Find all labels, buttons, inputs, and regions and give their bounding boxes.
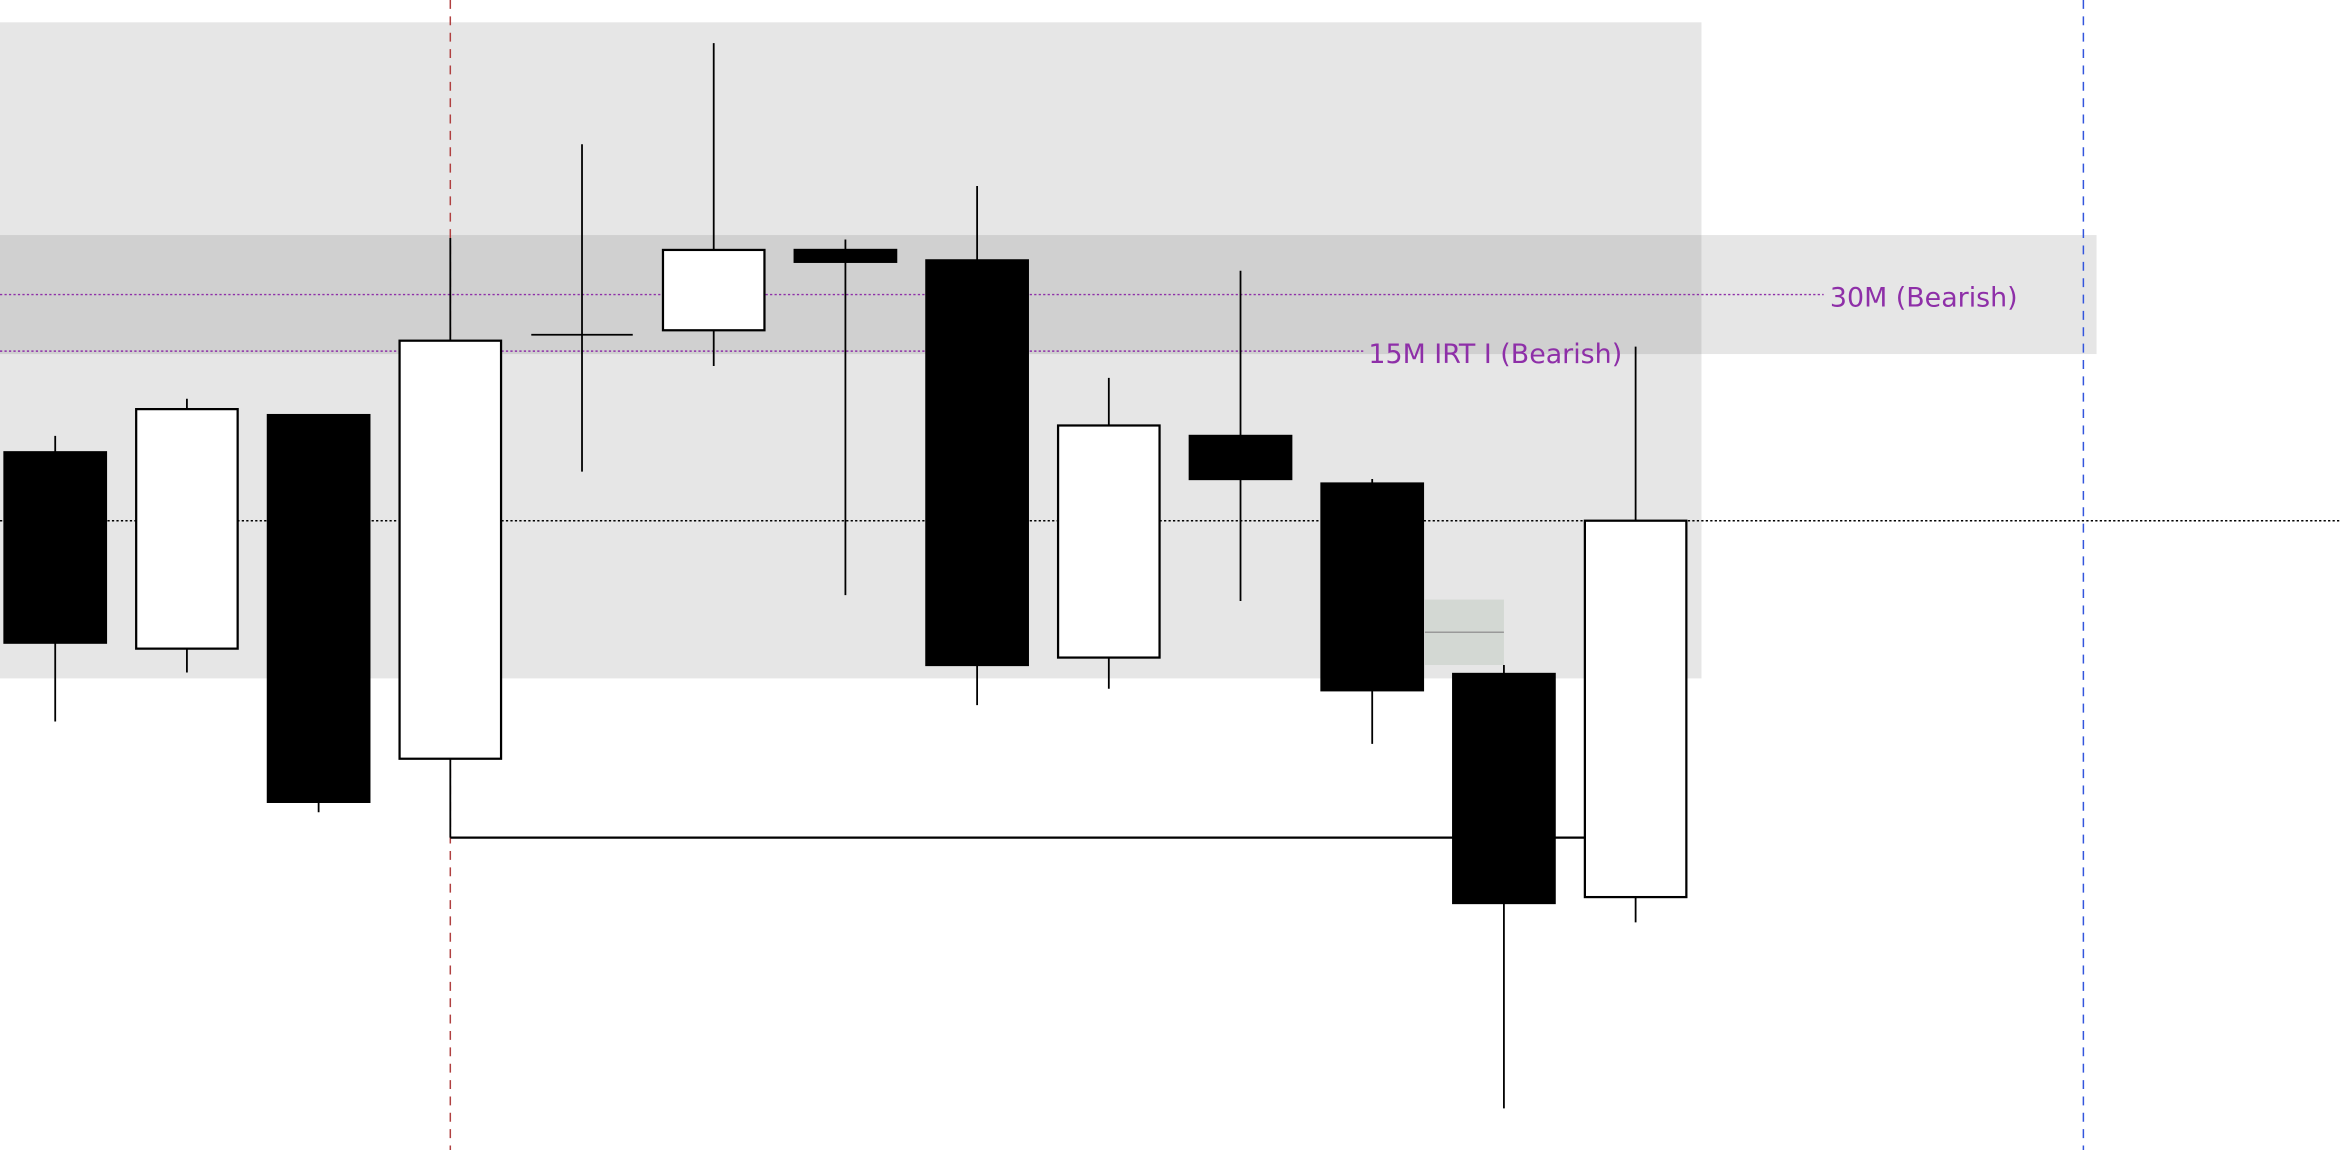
level-label-30m: 30M (Bearish) [1830,283,2018,314]
candle-bearish [793,248,898,263]
candle-bullish [1583,519,1688,899]
candle-bearish [3,451,108,644]
candle-bullish [1056,424,1161,659]
candle-bullish [661,248,766,332]
candles-layer [3,43,1688,1109]
candle-bearish [925,259,1029,667]
candle-bearish [1188,434,1293,481]
candle-bearish [1452,672,1556,905]
candle-bearish [266,413,371,803]
candle-bullish [398,339,503,760]
candle-bearish [1320,482,1425,692]
level-label-15m: 15M IRT I (Bearish) [1368,339,1622,370]
zone-light [1701,235,2097,355]
candle-bullish [135,408,239,650]
